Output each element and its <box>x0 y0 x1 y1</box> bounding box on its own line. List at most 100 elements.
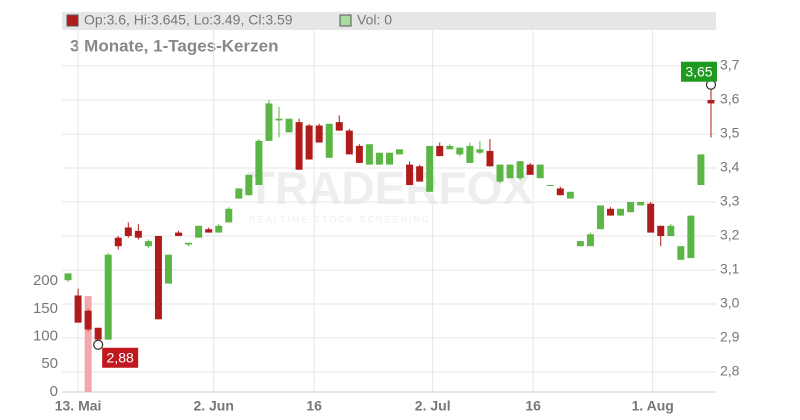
x-tick-label: 2. Jul <box>415 398 451 414</box>
candle-body <box>617 208 625 216</box>
volume-tick-label: 200 <box>33 272 58 289</box>
candle-body <box>195 225 203 238</box>
candle-body <box>144 241 152 247</box>
candle-body <box>255 140 263 186</box>
candle-body <box>345 130 353 155</box>
volume-tick-label: 150 <box>33 300 58 317</box>
annotation-box <box>102 347 139 368</box>
candle-body <box>205 229 213 233</box>
candle-body <box>707 100 715 104</box>
candle-body <box>516 161 524 179</box>
annotation-box <box>680 61 717 82</box>
candle-body <box>114 237 122 247</box>
candle-body <box>596 205 604 230</box>
candle-body <box>64 273 72 281</box>
candle-body <box>355 145 363 163</box>
candle-body <box>647 203 655 233</box>
candle-body <box>285 118 293 133</box>
candle-body <box>84 310 92 330</box>
annotation-label: 2,88 <box>107 349 134 365</box>
candle-body <box>386 152 394 165</box>
candle-body <box>375 152 383 165</box>
candle-body <box>586 234 594 247</box>
watermark-tagline: REALTIME STOCK SCREENING <box>249 214 431 224</box>
candle-body <box>185 242 193 245</box>
y-tick-label: 3,2 <box>720 227 740 243</box>
candle-body <box>496 164 504 182</box>
x-tick-label: 1. Aug <box>632 398 674 414</box>
candle-body <box>456 147 464 155</box>
candle-body <box>536 164 544 179</box>
candle-body <box>94 327 102 340</box>
legend-swatch <box>339 14 352 27</box>
annotation-marker <box>93 339 104 350</box>
y-tick-label: 3,1 <box>720 261 740 277</box>
y-tick-label: 3,7 <box>720 57 740 73</box>
candle-body <box>576 241 584 247</box>
candle-body <box>175 232 183 236</box>
candle-body <box>526 164 534 175</box>
candle-body <box>265 103 273 141</box>
legend-swatch <box>66 14 79 27</box>
candle-body <box>124 227 132 236</box>
x-tick-label: 16 <box>525 398 541 414</box>
y-tick-label: 3,3 <box>720 193 740 209</box>
candle-body <box>235 188 243 199</box>
watermark: TRADERFOX <box>247 162 534 214</box>
candle-body <box>365 144 373 165</box>
candle-body <box>466 145 474 163</box>
subtitle: 3 Monate, 1-Tages-Kerzen <box>70 36 278 55</box>
candle-body <box>245 174 253 196</box>
legend-price: Op:3.6, Hi:3.645, Lo:3.49, Cl:3.59 <box>84 12 293 28</box>
volume-tick-label: 0 <box>50 383 58 400</box>
candle-body <box>556 188 564 196</box>
candle-body <box>476 149 484 153</box>
candle-body <box>325 123 333 158</box>
candle-body <box>697 154 705 186</box>
candle-body <box>677 246 685 260</box>
candle-body <box>667 225 675 236</box>
candle-body <box>154 235 162 320</box>
y-tick-label: 2,8 <box>720 363 740 379</box>
volume-tick-label: 100 <box>33 327 58 344</box>
candle-body <box>406 164 414 186</box>
candle-body <box>627 202 635 213</box>
candle-body <box>275 118 283 121</box>
candle-body <box>446 145 454 150</box>
x-tick-label: 13. Mai <box>55 398 102 414</box>
candle-body <box>607 208 615 216</box>
y-tick-label: 3,0 <box>720 295 740 311</box>
x-tick-label: 16 <box>306 398 322 414</box>
candle-body <box>315 125 323 143</box>
candle-body <box>486 151 494 167</box>
candle-body <box>506 164 514 179</box>
annotation-label: 3,65 <box>685 63 712 79</box>
candle-body <box>416 166 424 182</box>
candle-body <box>104 254 112 340</box>
y-tick-label: 2,9 <box>720 329 740 345</box>
x-tick-label: 2. Jun <box>193 398 233 414</box>
candle-body <box>426 145 434 192</box>
candle-body <box>335 122 343 131</box>
candle-body <box>687 215 695 259</box>
candle-body <box>396 149 404 155</box>
candle-body <box>657 225 665 236</box>
candle-body <box>305 125 313 160</box>
candle-body <box>74 295 82 323</box>
candle-body <box>164 254 172 284</box>
candle-body <box>225 208 233 223</box>
legend-volume: Vol: 0 <box>357 12 392 28</box>
candle-body <box>637 202 645 206</box>
legend-band <box>62 12 716 30</box>
candle-body <box>295 122 303 170</box>
candle-body <box>436 145 444 157</box>
y-tick-label: 3,5 <box>720 125 740 141</box>
volume-bar <box>84 296 92 392</box>
y-tick-label: 3,6 <box>720 91 740 107</box>
candle-body <box>215 225 223 233</box>
candle-body <box>566 191 574 199</box>
volume-tick-label: 50 <box>41 355 58 372</box>
candle-body <box>546 185 554 187</box>
y-tick-label: 3,4 <box>720 159 740 175</box>
